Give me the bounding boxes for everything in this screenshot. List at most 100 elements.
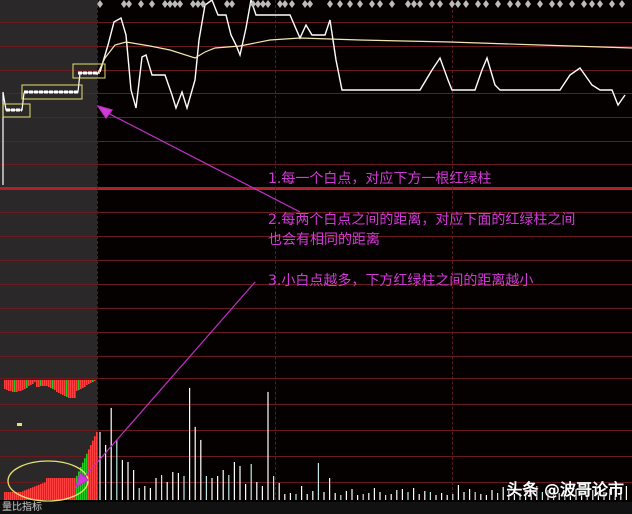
signal-diamond — [515, 0, 521, 8]
signal-diamond — [277, 0, 283, 8]
pre-market-bar — [62, 380, 64, 395]
pre-market-volume-bar — [68, 478, 70, 500]
axis-divider — [0, 187, 632, 190]
signal-diamond — [377, 0, 383, 8]
grid-line — [0, 332, 632, 333]
pre-market-bar — [6, 380, 8, 390]
pre-market-volume-bar — [4, 492, 6, 500]
pre-market-volume-bar — [72, 478, 74, 500]
grid-line — [0, 378, 632, 379]
pre-market-volume-bar — [54, 478, 56, 500]
pre-market-volume-bar — [36, 485, 38, 500]
pre-market-bar — [68, 380, 70, 398]
signal-diamond — [282, 0, 288, 8]
grid-line — [0, 117, 632, 118]
grid-line — [0, 482, 632, 483]
watermark: 头条 @波哥论市 — [506, 480, 624, 499]
pre-market-bar — [34, 380, 36, 382]
annotation-2-cont: 也会有相同的距离 — [268, 232, 380, 248]
pre-market-bar — [24, 380, 26, 389]
signal-diamond — [149, 0, 155, 8]
highlight-ellipse — [7, 460, 89, 502]
pre-market-volume-bar — [30, 488, 32, 500]
pre-market-region — [0, 0, 97, 500]
pre-market-bar — [74, 380, 76, 398]
signal-diamond — [389, 0, 395, 8]
signal-diamond — [525, 0, 531, 8]
grid-line — [0, 308, 632, 309]
pre-market-bar — [18, 380, 20, 391]
signal-diamond — [224, 0, 230, 8]
signal-diamond — [327, 0, 333, 8]
pre-market-bar — [78, 380, 80, 390]
signal-diamond — [581, 0, 587, 8]
pre-market-volume-bar — [90, 445, 92, 500]
pre-market-volume-bar — [70, 478, 72, 500]
signal-diamond — [537, 0, 543, 8]
pre-market-volume-bar — [22, 491, 24, 500]
signal-diamond — [121, 0, 127, 8]
signal-diamond — [589, 0, 595, 8]
arrow-head-icon — [96, 104, 114, 120]
pre-market-bar — [52, 380, 54, 389]
pre-market-bar — [60, 380, 62, 394]
pre-market-volume-bar — [24, 490, 26, 500]
pre-market-volume-bar — [74, 478, 76, 500]
pre-market-volume-bar — [42, 483, 44, 500]
grid-line — [0, 284, 632, 285]
grid-line — [0, 93, 632, 94]
signal-diamond — [195, 0, 201, 8]
pre-market-volume-bar — [10, 492, 12, 500]
pre-market-volume-bar — [18, 492, 20, 500]
pre-market-volume-bar — [94, 436, 96, 500]
grid-line — [0, 236, 632, 237]
pre-market-bar — [48, 380, 50, 387]
pre-market-bar — [36, 380, 38, 387]
arrow-2 — [79, 281, 256, 483]
signal-diamond — [255, 0, 261, 8]
pre-market-bar — [56, 380, 58, 392]
pre-market-bar — [26, 380, 28, 388]
marker — [17, 423, 22, 426]
signal-diamond — [463, 0, 469, 8]
pre-market-volume-bar — [14, 492, 16, 500]
pre-market-bar — [40, 380, 42, 386]
signal-diamond — [411, 0, 417, 8]
arrow-1 — [101, 109, 301, 213]
highlight-box — [72, 63, 106, 79]
signal-diamond — [597, 0, 603, 8]
grid-line — [0, 70, 632, 71]
pre-market-bar — [4, 380, 6, 389]
highlight-box — [2, 103, 31, 118]
signal-diamond — [97, 0, 103, 8]
pre-market-volume-bar — [12, 492, 14, 500]
grid-line — [0, 260, 632, 261]
pre-market-volume-bar — [32, 487, 34, 500]
pre-market-bar — [76, 380, 78, 391]
pre-market-bar — [44, 380, 46, 386]
pre-market-bar — [20, 380, 22, 391]
pre-market-bar — [86, 380, 88, 385]
signal-diamond — [200, 0, 206, 8]
signal-diamond — [167, 0, 173, 8]
pre-market-volume-bar — [60, 478, 62, 500]
signal-diamond — [437, 0, 443, 8]
pre-market-bar — [84, 380, 86, 387]
pre-market-volume-bar — [92, 440, 94, 500]
signal-diamond — [250, 0, 256, 8]
pre-market-volume-bar — [96, 431, 98, 500]
pre-market-bar — [72, 380, 74, 398]
annotation-2: 2.每两个白点之间的距离，对应下面的红绿柱之间 — [268, 212, 576, 228]
signal-diamond — [507, 0, 513, 8]
signal-diamond — [337, 0, 343, 8]
footer-indicator: 量比指标 — [0, 502, 632, 514]
signal-diamond — [475, 0, 481, 8]
pre-market-bar — [94, 380, 96, 381]
pre-market-volume-bar — [66, 478, 68, 500]
pre-market-volume-bar — [26, 489, 28, 500]
pre-market-bar — [10, 380, 12, 391]
pre-market-bar — [82, 380, 84, 388]
grid-vline — [452, 0, 453, 500]
